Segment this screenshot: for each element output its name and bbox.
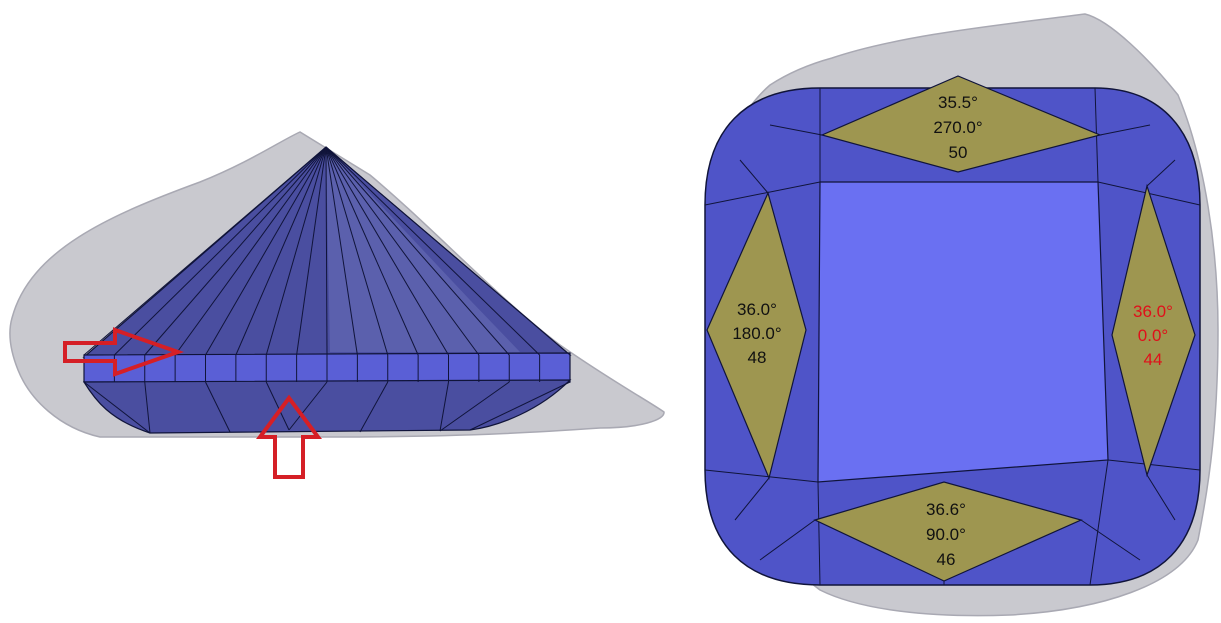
- facet-left: [706, 191, 807, 480]
- pavilion-arrow-icon: [256, 394, 322, 479]
- cushion-facet-line: [1146, 159, 1176, 187]
- facet-right-azimuth: 0.0°: [1138, 326, 1168, 345]
- crown-facet-line: [325, 146, 449, 356]
- crown-facet-line: [325, 146, 389, 356]
- facet-left-azimuth: 180.0°: [732, 324, 781, 343]
- pavilion-facet-line: [288, 381, 328, 431]
- facet-right-index: 44: [1144, 350, 1163, 369]
- cushion-facet-line: [817, 481, 821, 586]
- crown-facet-line: [325, 146, 358, 356]
- crown-facet-line: [325, 146, 510, 356]
- facet-bottom: [813, 481, 1083, 582]
- side-view: [9, 131, 665, 479]
- facet-top-angle: 35.5°: [938, 93, 978, 112]
- crown-facet-line: [325, 146, 328, 356]
- facet-left-angle: 36.0°: [737, 300, 777, 319]
- crown-facet-line: [325, 146, 419, 356]
- facet-right: [1111, 183, 1196, 478]
- cushion-facet-line: [1080, 519, 1141, 561]
- facet-bottom-azimuth: 90.0°: [926, 525, 966, 544]
- facet-top-index: 50: [949, 143, 968, 162]
- facet-right-angle: 36.0°: [1133, 302, 1173, 321]
- crown-facet-line: [205, 146, 327, 356]
- pavilion-facet-line: [205, 381, 231, 433]
- crown-facet-line: [174, 146, 327, 356]
- pavilion-facet-line: [265, 381, 290, 431]
- facet-bottom-angle: 36.6°: [926, 500, 966, 519]
- cushion-facet-line: [1099, 124, 1151, 136]
- crown-facet-line: [325, 146, 480, 356]
- crown-facet-line: [235, 146, 327, 356]
- pavilion-facet-line: [469, 381, 571, 431]
- cushion-facet-line: [1107, 459, 1201, 471]
- pavilion-facet-line: [439, 381, 510, 432]
- pavilion-facet-line: [439, 381, 449, 432]
- cushion-facet-line: [739, 159, 769, 194]
- crown-facet-line: [83, 146, 327, 356]
- facet-left-index: 48: [748, 348, 767, 367]
- cushion-facet-line: [704, 181, 821, 206]
- crown-facet-line: [325, 146, 540, 356]
- facet-top-azimuth: 270.0°: [933, 118, 982, 137]
- cushion-facet-line: [734, 477, 770, 521]
- crown-facet-line: [325, 146, 571, 356]
- crown-facet-line: [144, 146, 327, 356]
- side-crown-glare: [326, 147, 520, 352]
- cushion-facet-line: [769, 124, 823, 136]
- pavilion-facet-line: [359, 381, 389, 433]
- pavilion-facet-line: [83, 381, 151, 434]
- cushion-facet-line: [1089, 459, 1109, 586]
- girdle-arrow-icon: [63, 327, 185, 377]
- facet-bottom-index: 46: [937, 550, 956, 569]
- crown-facet-line: [114, 146, 327, 356]
- table-facet: [817, 181, 1109, 483]
- top-view: 35.5° 270.0° 50 36.0° 180.0° 48 36.0° 0.…: [704, 13, 1219, 617]
- cushion-facet-line: [704, 469, 819, 483]
- pavilion-facet-line: [144, 381, 151, 434]
- crown-facet-line: [265, 146, 327, 356]
- crown-facet-line: [296, 146, 327, 356]
- facet-top: [820, 75, 1102, 173]
- cushion-facet-line: [1146, 474, 1176, 521]
- cushion-facet-line: [759, 519, 816, 561]
